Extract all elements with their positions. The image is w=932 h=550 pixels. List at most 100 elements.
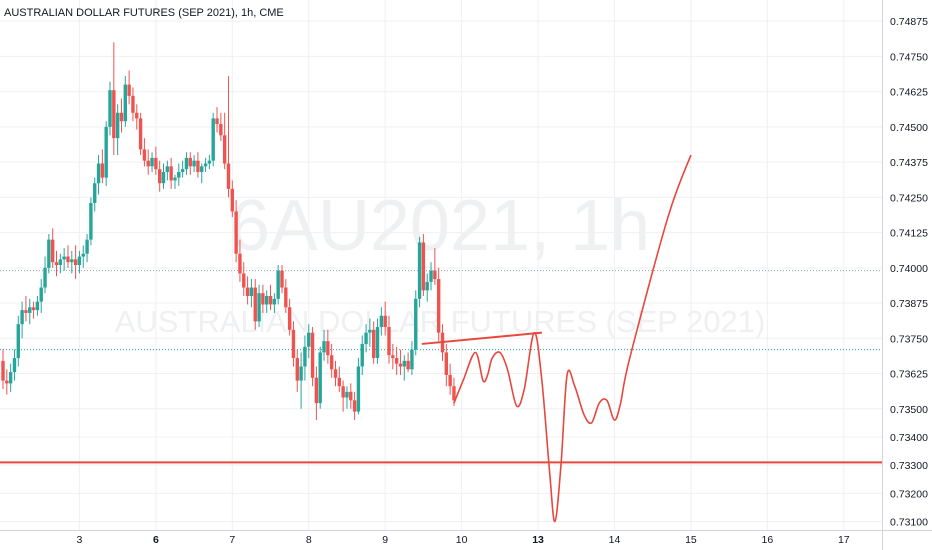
candle-body[interactable] xyxy=(436,279,441,333)
candle-body[interactable] xyxy=(150,157,154,167)
candle-body[interactable] xyxy=(452,386,456,401)
candle-body[interactable] xyxy=(43,267,47,288)
candle-body[interactable] xyxy=(47,239,51,268)
candle-body[interactable] xyxy=(219,124,223,136)
candle-body[interactable] xyxy=(307,332,311,347)
candle-body[interactable] xyxy=(222,135,227,164)
candle-body[interactable] xyxy=(268,296,273,305)
candle-body[interactable] xyxy=(421,242,426,291)
candle-body[interactable] xyxy=(391,355,395,359)
candle-body[interactable] xyxy=(20,310,24,325)
candle-body[interactable] xyxy=(146,160,150,167)
candle-body[interactable] xyxy=(161,171,166,184)
candle-body[interactable] xyxy=(200,166,204,172)
candle-body[interactable] xyxy=(337,377,342,387)
candle-body[interactable] xyxy=(192,160,196,167)
candle-body[interactable] xyxy=(5,380,9,384)
candle-body[interactable] xyxy=(356,366,361,412)
candle-body[interactable] xyxy=(119,112,124,122)
candle-body[interactable] xyxy=(318,352,322,404)
candle-body[interactable] xyxy=(157,169,162,184)
candle-body[interactable] xyxy=(284,287,288,308)
candle-body[interactable] xyxy=(372,329,376,359)
candle-body[interactable] xyxy=(287,307,292,330)
candle-body[interactable] xyxy=(100,163,105,178)
candle-body[interactable] xyxy=(249,287,254,297)
candle-body[interactable] xyxy=(375,327,380,359)
candle-body[interactable] xyxy=(127,84,131,96)
candle-body[interactable] xyxy=(169,166,173,181)
candle-body[interactable] xyxy=(177,171,181,178)
candle-body[interactable] xyxy=(398,363,403,367)
candle-body[interactable] xyxy=(89,202,93,240)
candle-body[interactable] xyxy=(383,315,387,328)
candle-body[interactable] xyxy=(112,90,116,139)
candle-body[interactable] xyxy=(349,391,353,401)
candle-body[interactable] xyxy=(39,287,43,302)
candle-body[interactable] xyxy=(50,239,55,263)
candle-body[interactable] xyxy=(425,281,429,291)
candle-body[interactable] xyxy=(226,163,231,189)
candle-body[interactable] xyxy=(188,157,192,167)
trend-line[interactable] xyxy=(421,331,542,345)
candle-body[interactable] xyxy=(406,360,410,370)
candle-body[interactable] xyxy=(402,360,406,367)
candle-body[interactable] xyxy=(135,112,139,119)
candle-body[interactable] xyxy=(131,95,135,113)
candle-body[interactable] xyxy=(96,163,101,184)
candle-body[interactable] xyxy=(154,157,158,170)
candle-body[interactable] xyxy=(295,358,299,381)
candle-body[interactable] xyxy=(142,149,147,161)
candle-body[interactable] xyxy=(58,259,63,265)
candle-body[interactable] xyxy=(211,118,215,161)
candle-body[interactable] xyxy=(81,253,85,257)
candle-body[interactable] xyxy=(12,358,17,373)
projection-path[interactable] xyxy=(453,154,692,523)
candle-body[interactable] xyxy=(184,157,189,170)
candle-body[interactable] xyxy=(333,369,338,378)
candle-body[interactable] xyxy=(280,270,284,288)
candle-body[interactable] xyxy=(360,343,364,367)
candle-body[interactable] xyxy=(196,160,200,172)
candle-body[interactable] xyxy=(230,188,235,212)
candle-body[interactable] xyxy=(108,90,112,127)
candle-body[interactable] xyxy=(173,177,177,181)
candle-body[interactable] xyxy=(242,273,246,288)
candle-body[interactable] xyxy=(433,270,437,280)
candle-body[interactable] xyxy=(448,374,452,387)
candle-body[interactable] xyxy=(28,307,32,313)
candle-body[interactable] xyxy=(417,242,422,299)
candle-body[interactable] xyxy=(180,169,185,172)
candle-body[interactable] xyxy=(326,341,330,356)
candle-body[interactable] xyxy=(379,315,384,328)
candle-body[interactable] xyxy=(104,126,108,178)
candle-body[interactable] xyxy=(352,400,357,412)
candle-body[interactable] xyxy=(322,341,326,353)
candle-body[interactable] xyxy=(245,287,250,297)
candle-body[interactable] xyxy=(387,327,391,356)
candle-body[interactable] xyxy=(165,166,170,172)
candle-body[interactable] xyxy=(1,360,5,381)
candle-body[interactable] xyxy=(207,160,212,164)
candle-body[interactable] xyxy=(123,84,127,122)
candle-body[interactable] xyxy=(444,352,449,375)
candle-body[interactable] xyxy=(73,259,78,265)
candle-body[interactable] xyxy=(85,239,89,254)
candle-body[interactable] xyxy=(62,256,66,260)
candle-body[interactable] xyxy=(35,301,40,311)
candle-body[interactable] xyxy=(70,259,74,263)
candle-body[interactable] xyxy=(138,118,143,150)
candle-body[interactable] xyxy=(24,310,28,313)
candle-body[interactable] xyxy=(272,298,277,305)
candle-body[interactable] xyxy=(203,163,208,167)
candle-body[interactable] xyxy=(265,296,269,305)
candle-body[interactable] xyxy=(115,112,120,139)
candle-body[interactable] xyxy=(303,346,307,367)
candle-body[interactable] xyxy=(276,270,280,299)
candle-body[interactable] xyxy=(310,332,315,378)
candle-body[interactable] xyxy=(368,329,372,333)
candle-body[interactable] xyxy=(364,332,368,344)
candle-body[interactable] xyxy=(314,377,319,404)
